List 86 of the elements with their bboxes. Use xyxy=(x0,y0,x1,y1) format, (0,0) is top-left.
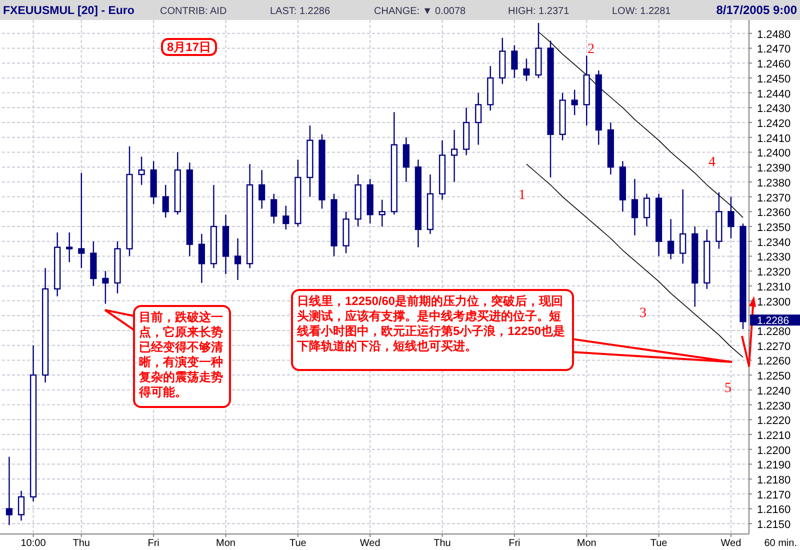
y-tick-label: 1.2160 xyxy=(757,504,791,516)
y-tick-label: 1.2260 xyxy=(757,356,791,368)
candlestick xyxy=(66,232,73,263)
line-series xyxy=(538,31,744,218)
y-tick-label: 1.2250 xyxy=(757,370,791,383)
y-tick-label: 1.2390 xyxy=(757,162,791,175)
candlestick xyxy=(571,89,578,116)
x-tick-label: Thu xyxy=(434,538,451,549)
y-tick-label: 1.2340 xyxy=(757,236,791,249)
candlestick xyxy=(258,169,266,210)
annotation: 日线里，12250/60是前期的压力位，突破后，现回头测试，应该有支撑。是中线考虑买进的位子。短线看小时图中，欧元正运行第5小子浪，12250也是下降轨道的下沿，短线也可买进。 xyxy=(291,289,574,371)
candlestick xyxy=(728,196,734,239)
x-tick-label: Wed xyxy=(720,538,742,549)
y-tick-label: 1.2370 xyxy=(757,192,791,204)
candlestick xyxy=(6,456,13,526)
candlestick xyxy=(378,199,386,228)
candlestick xyxy=(282,205,290,230)
text: CONTRIB: AID xyxy=(160,6,227,17)
text: HIGH: 1.2371 xyxy=(508,6,570,17)
chart-title: FXEUUSMUL [20] - Euro xyxy=(3,5,134,17)
y-tick-label: 1.2430 xyxy=(757,103,791,116)
x-tick-label: Mon xyxy=(576,538,596,549)
y-tick-label: 1.2280 xyxy=(757,326,791,338)
y-tick-label: 1.2150 xyxy=(757,519,791,532)
annotation: 1 xyxy=(518,188,526,203)
y-tick-label: 1.2400 xyxy=(757,148,791,160)
annotation: 4 xyxy=(708,155,716,170)
candlestick xyxy=(138,156,145,186)
candlestick xyxy=(162,184,169,218)
x-axis-title: 60 min. xyxy=(764,538,797,549)
text: LAST: 1.2286 xyxy=(270,6,330,17)
y-tick-label: 1.2210 xyxy=(757,430,791,442)
y-tick-label: 1.2460 xyxy=(757,58,791,71)
candlestick xyxy=(680,188,686,264)
x-tick-label: Mon xyxy=(216,538,236,549)
annotation: 2 xyxy=(588,42,594,57)
y-tick-label: 1.2480 xyxy=(757,28,791,41)
y-tick-label: 1.2310 xyxy=(757,281,791,294)
candlestick xyxy=(402,136,410,183)
candlestick xyxy=(270,193,278,224)
y-tick-label: 1.2170 xyxy=(757,489,791,502)
x-tick-label: Thu xyxy=(72,538,90,549)
y-tick-label: 1.2330 xyxy=(757,252,791,264)
candlestick xyxy=(234,238,242,281)
y-tick-label: 1.2410 xyxy=(757,132,791,145)
candlestick xyxy=(523,58,530,82)
text: CHANGE: ▼ 0.0078 xyxy=(374,6,466,17)
y-tick-label: 1.2270 xyxy=(757,340,791,353)
candlestick xyxy=(643,193,650,228)
x-tick-label: 10:00 xyxy=(20,538,46,549)
text: 1.2286 xyxy=(757,315,790,328)
x-tick-label: Wed xyxy=(360,538,380,549)
y-tick-label: 1.2350 xyxy=(757,222,791,234)
x-tick-label: Tue xyxy=(289,538,307,549)
x-tick-label: Fri xyxy=(508,538,520,549)
x-tick-label: Fri xyxy=(148,538,160,549)
y-tick-label: 1.2450 xyxy=(757,73,791,86)
candlestick xyxy=(511,44,518,79)
y-tick-label: 1.2230 xyxy=(757,400,791,412)
y-tick-label: 1.2300 xyxy=(757,296,791,308)
annotation: 5 xyxy=(724,381,732,396)
candlestick xyxy=(631,178,638,236)
candlestick xyxy=(450,129,458,183)
y-tick-label: 1.2180 xyxy=(757,474,791,487)
y-tick-label: 1.2220 xyxy=(757,415,791,428)
candlestick xyxy=(78,172,85,269)
x-tick-label: Tue xyxy=(650,538,668,549)
text: LOW: 1.2281 xyxy=(612,6,672,17)
y-tick-label: 1.2440 xyxy=(757,88,791,100)
chart-subtitle: 8/17/2005 9:00 xyxy=(716,3,798,17)
candlestick xyxy=(475,92,482,146)
y-tick-label: 1.2240 xyxy=(757,385,791,398)
y-tick-label: 1.2420 xyxy=(757,118,791,130)
candlestick xyxy=(102,270,109,304)
y-tick-label: 1.2380 xyxy=(757,177,791,190)
candlestick xyxy=(198,233,205,284)
candlestick xyxy=(18,490,25,522)
annotation: 3 xyxy=(640,306,646,321)
annotation: 目前，跌破这一点，它原来长势已经变得不够清晰，有演变一种复杂的震荡走势得可能。 xyxy=(133,305,231,408)
y-tick-label: 1.2200 xyxy=(757,444,791,457)
y-tick-label: 1.2360 xyxy=(757,207,791,220)
annotation: 8月17日 xyxy=(161,38,218,56)
y-tick-label: 1.2190 xyxy=(757,460,791,472)
y-tick-label: 1.2320 xyxy=(757,266,791,279)
candlestick xyxy=(668,218,674,260)
y-tick-label: 1.2470 xyxy=(757,44,791,56)
